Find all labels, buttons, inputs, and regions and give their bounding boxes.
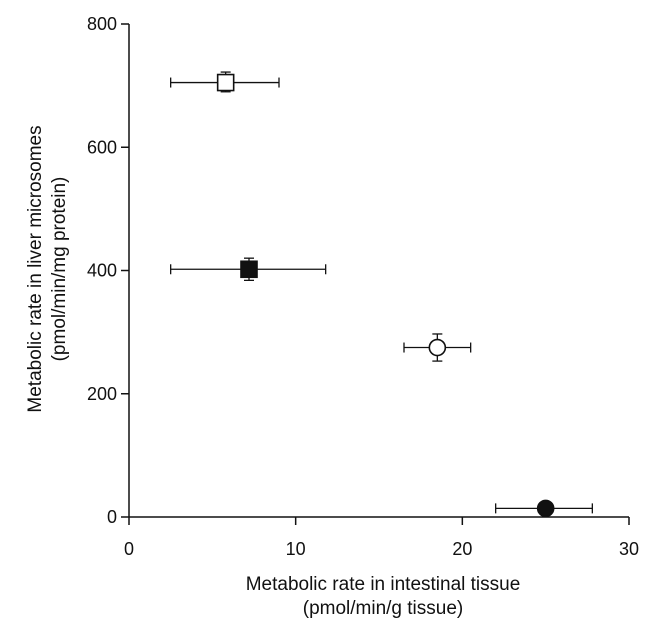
y-axis-label-line-1: Metabolic rate in liver microsomes <box>25 125 46 412</box>
x-ticks: 0 10 20 30 <box>124 517 639 559</box>
x-tick-label: 0 <box>124 539 134 559</box>
data-point-filled-circle <box>495 499 593 518</box>
filled-circle-marker <box>536 499 555 518</box>
y-tick-label: 600 <box>87 137 117 157</box>
y-tick-label: 800 <box>87 14 117 34</box>
data-points <box>170 71 593 518</box>
open-circle-marker <box>428 338 447 357</box>
x-tick-label: 30 <box>619 539 639 559</box>
data-point-open-square <box>170 71 280 93</box>
data-point-filled-square <box>170 257 327 282</box>
filled-square-marker <box>240 260 258 279</box>
x-tick-label: 20 <box>452 539 472 559</box>
x-axis-label-line-2: (pmol/min/g tissue) <box>303 598 464 619</box>
data-point-open-circle <box>403 333 472 362</box>
y-tick-label: 200 <box>87 384 117 404</box>
y-tick-label: 400 <box>87 261 117 281</box>
axes: 0 10 20 30 0 200 400 600 800 <box>87 14 639 559</box>
y-ticks: 0 200 400 600 800 <box>87 14 129 527</box>
x-tick-label: 10 <box>286 539 306 559</box>
y-tick-label: 0 <box>107 507 117 527</box>
y-axis-label-line-2: (pmol/min/mg protein) <box>49 177 70 362</box>
open-square-marker <box>216 73 235 92</box>
x-axis-label-line-1: Metabolic rate in intestinal tissue <box>246 574 521 595</box>
